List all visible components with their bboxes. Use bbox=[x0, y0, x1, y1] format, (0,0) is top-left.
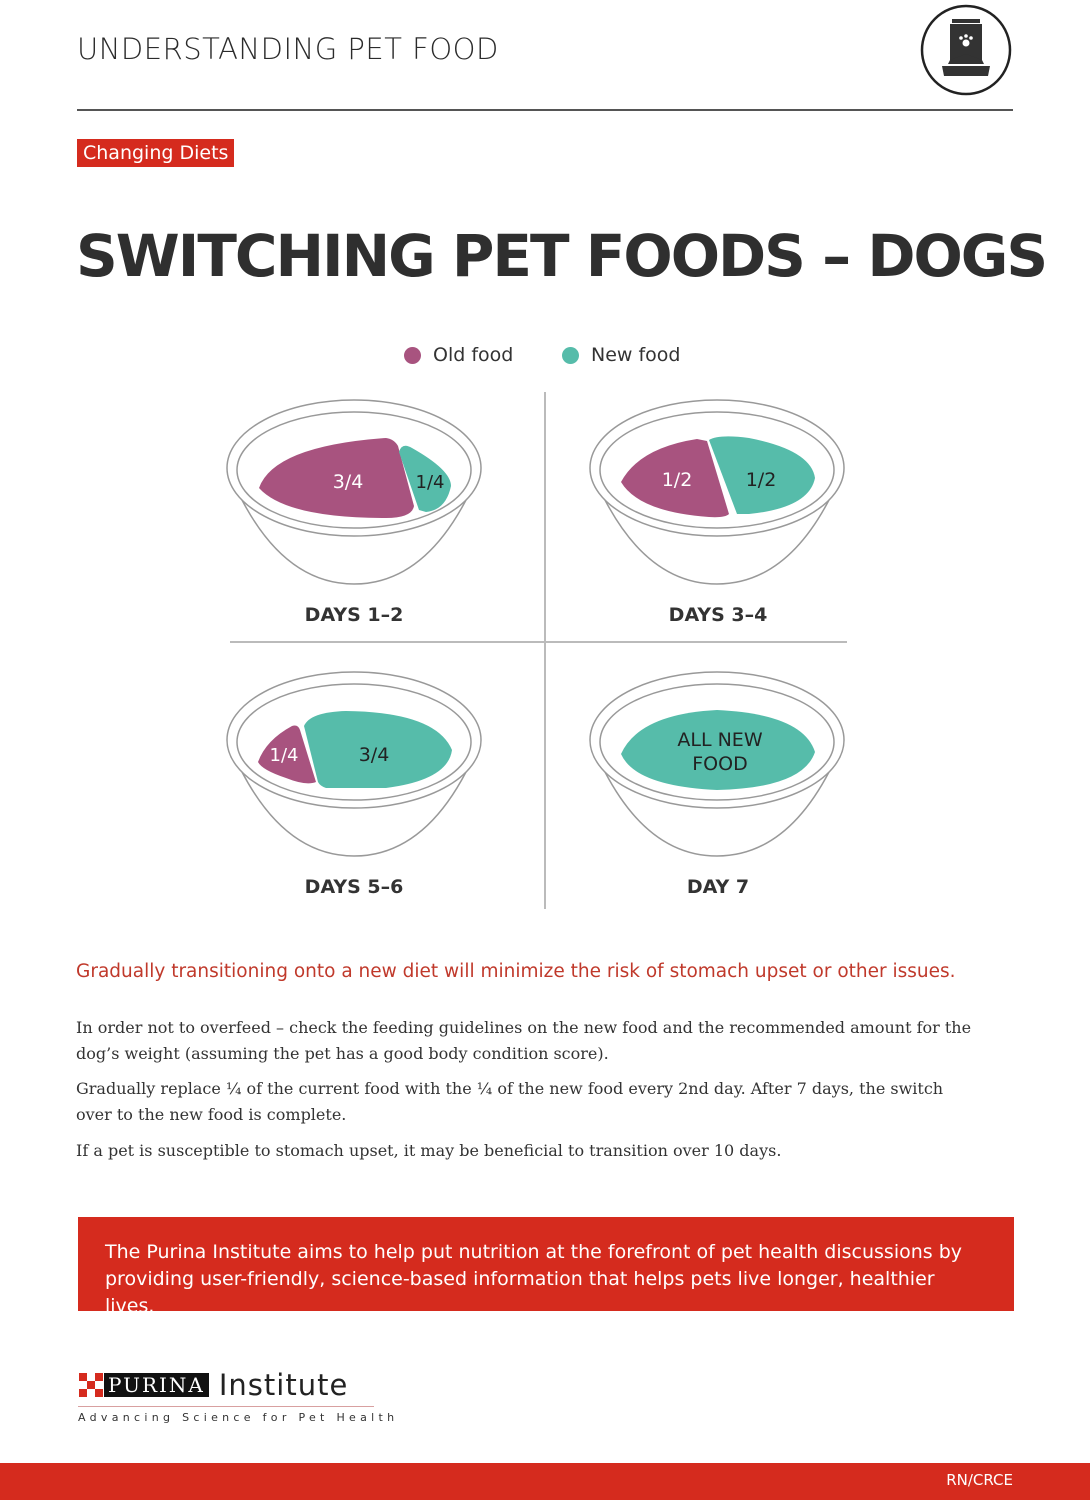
header-divider bbox=[77, 109, 1013, 111]
day-label: DAY 7 bbox=[686, 876, 750, 898]
day-label: DAYS 5–6 bbox=[304, 876, 404, 898]
day-label: DAYS 3–4 bbox=[668, 604, 768, 626]
lead-text: Gradually transitioning onto a new diet … bbox=[76, 961, 956, 982]
new-food-swatch bbox=[562, 346, 579, 364]
legend-new: New food bbox=[562, 344, 680, 366]
page-title: SWITCHING PET FOODS – DOGS bbox=[76, 222, 1048, 290]
brand-tagline: Advancing Science for Pet Health bbox=[78, 1411, 399, 1424]
new-label-line1: ALL NEW bbox=[677, 729, 762, 751]
paragraph: Gradually replace ¼ of the current food … bbox=[76, 1079, 944, 1124]
legend-old: Old food bbox=[404, 344, 513, 366]
new-fraction: 1/4 bbox=[416, 472, 445, 493]
legend-old-label: Old food bbox=[433, 344, 514, 366]
mission-banner: The Purina Institute aims to help put nu… bbox=[78, 1217, 1014, 1317]
grid-divider-horizontal bbox=[230, 641, 847, 643]
brand-name: PURINA bbox=[104, 1373, 209, 1397]
checkerboard-icon bbox=[79, 1373, 103, 1397]
paragraph: If a pet is susceptible to stomach upset… bbox=[76, 1141, 782, 1160]
new-fraction: 1/2 bbox=[746, 469, 777, 491]
category-tag: Changing Diets bbox=[77, 139, 235, 167]
document-code: RN/CRCE bbox=[946, 1471, 1013, 1489]
new-label-line2: FOOD bbox=[692, 753, 747, 775]
pet-food-bag-icon bbox=[920, 4, 1012, 96]
legend-new-label: New food bbox=[591, 344, 681, 366]
old-fraction: 1/2 bbox=[662, 469, 693, 491]
old-fraction: 1/4 bbox=[270, 745, 299, 766]
new-fraction: 3/4 bbox=[359, 744, 390, 766]
grid-divider-vertical bbox=[544, 392, 546, 909]
old-food-swatch bbox=[404, 346, 421, 364]
brand-sub: Institute bbox=[218, 1368, 349, 1402]
section-header: UNDERSTANDING PET FOOD bbox=[77, 32, 499, 66]
bowl-days-5-6: 1/4 3/4 bbox=[226, 671, 482, 857]
paragraph: In order not to overfeed – check the fee… bbox=[76, 1018, 972, 1063]
purina-institute-logo: PURINA Institute Advancing Science for P… bbox=[78, 1368, 398, 1424]
old-fraction: 3/4 bbox=[333, 471, 364, 493]
bowl-days-3-4: 1/2 1/2 bbox=[589, 399, 845, 585]
bowl-day-7: ALL NEW FOOD bbox=[589, 671, 845, 857]
bowl-days-1-2: 3/4 1/4 bbox=[226, 399, 482, 585]
day-label: DAYS 1–2 bbox=[304, 604, 404, 626]
footer-bar: RN/CRCE bbox=[0, 1463, 1090, 1500]
